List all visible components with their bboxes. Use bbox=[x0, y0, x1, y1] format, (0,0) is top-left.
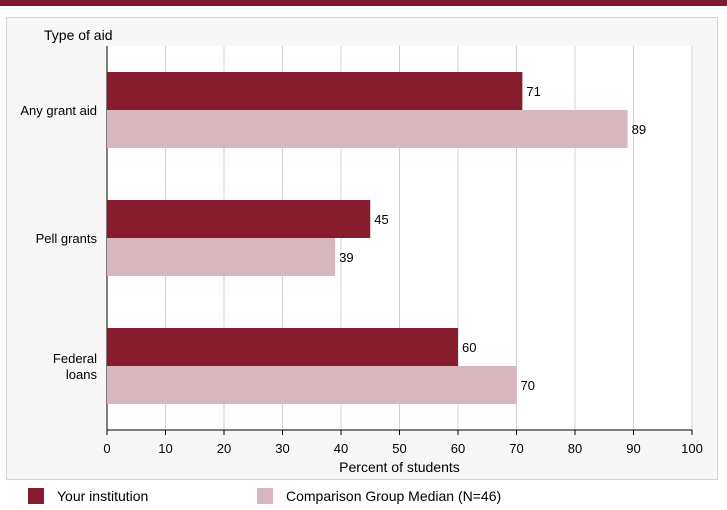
data-label-any-grant-aid-comparison-group-median-n-46: 89 bbox=[632, 122, 646, 137]
x-tick-label-30: 30 bbox=[275, 441, 289, 456]
x-tick-label-50: 50 bbox=[392, 441, 406, 456]
legend-swatch-your-institution bbox=[28, 488, 44, 504]
bar-any-grant-aid-your-institution bbox=[107, 72, 523, 110]
category-label-federal-loans: Federal loans bbox=[53, 351, 98, 382]
data-label-pell-grants-comparison-group-median-n-46: 39 bbox=[339, 250, 353, 265]
category-label-line: Any grant aid bbox=[20, 103, 97, 118]
top-accent-bar bbox=[0, 0, 727, 6]
bar-any-grant-aid-comparison-group-median-n-46 bbox=[107, 110, 628, 148]
x-tick-label-60: 60 bbox=[451, 441, 465, 456]
bar-pell-grants-comparison-group-median-n-46 bbox=[107, 238, 336, 276]
y-axis-title: Type of aid bbox=[44, 27, 113, 43]
bar-pell-grants-your-institution bbox=[107, 200, 371, 238]
x-tick-label-80: 80 bbox=[568, 441, 582, 456]
category-label-line: loans bbox=[66, 367, 98, 382]
legend-item-your-institution: Your institution bbox=[28, 488, 148, 504]
x-axis-title: Percent of students bbox=[339, 459, 460, 475]
x-tick-label-70: 70 bbox=[509, 441, 523, 456]
legend-swatch-comparison-group bbox=[257, 488, 273, 504]
legend-item-comparison-group: Comparison Group Median (N=46) bbox=[257, 488, 501, 504]
legend-label-your-institution: Your institution bbox=[57, 488, 149, 504]
bar-chart: 0 10 20 30 40 50 60 70 80 90 100 Percent of student… bbox=[20, 46, 703, 475]
legend: Your institution Comparison Group Median… bbox=[0, 486, 727, 510]
x-tick-label-20: 20 bbox=[217, 441, 231, 456]
data-label-any-grant-aid-your-institution: 71 bbox=[526, 84, 540, 99]
bar-federal-loans-comparison-group-median-n-46 bbox=[107, 366, 517, 404]
category-label-pell-grants: Pell grants bbox=[36, 231, 98, 246]
x-tick-label-100: 100 bbox=[681, 441, 703, 456]
data-label-federal-loans-your-institution: 60 bbox=[462, 340, 476, 355]
x-tick-label-90: 90 bbox=[626, 441, 640, 456]
x-tick-label-40: 40 bbox=[334, 441, 348, 456]
category-label-line: Federal bbox=[53, 351, 97, 366]
bar-federal-loans-your-institution bbox=[107, 328, 458, 366]
category-label-any-grant-aid: Any grant aid bbox=[20, 103, 97, 118]
data-label-pell-grants-your-institution: 45 bbox=[374, 212, 388, 227]
category-label-line: Pell grants bbox=[36, 231, 98, 246]
x-tick-label-10: 10 bbox=[158, 441, 172, 456]
data-label-federal-loans-comparison-group-median-n-46: 70 bbox=[521, 378, 535, 393]
legend-label-comparison-group: Comparison Group Median (N=46) bbox=[286, 488, 502, 504]
x-tick-label-0: 0 bbox=[103, 441, 110, 456]
